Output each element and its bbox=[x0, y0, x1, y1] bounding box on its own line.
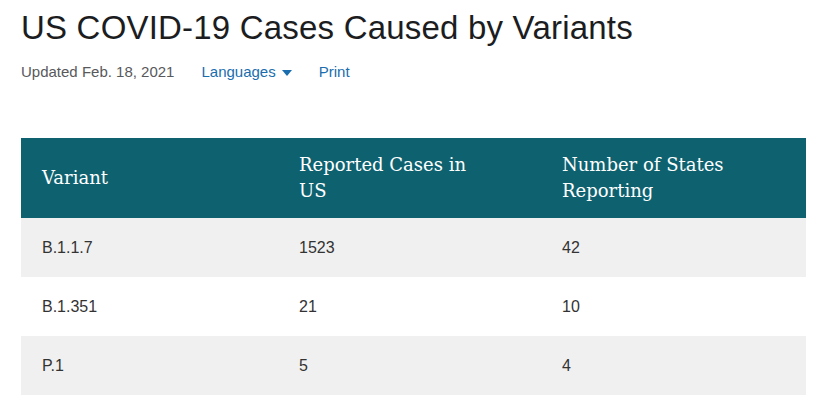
column-header-variant: Variant bbox=[21, 138, 278, 218]
page-meta-row: Updated Feb. 18, 2021 Languages Print bbox=[21, 62, 824, 82]
column-header-variant-label: Variant bbox=[42, 165, 220, 191]
cell-variant: B.1.351 bbox=[21, 277, 278, 336]
table-row: B.1.1.7 1523 42 bbox=[21, 218, 806, 277]
column-header-states-reporting: Number of States Reporting bbox=[541, 138, 806, 218]
variants-table: Variant Reported Cases in US Number of S… bbox=[21, 138, 806, 395]
cell-cases: 5 bbox=[278, 336, 541, 395]
page-title: US COVID-19 Cases Caused by Variants bbox=[21, 8, 824, 48]
updated-date: Updated Feb. 18, 2021 bbox=[21, 62, 174, 82]
cell-states: 42 bbox=[541, 218, 806, 277]
cell-states: 10 bbox=[541, 277, 806, 336]
column-header-states-reporting-label: Number of States Reporting bbox=[562, 152, 740, 204]
table-row: B.1.351 21 10 bbox=[21, 277, 806, 336]
cell-variant: P.1 bbox=[21, 336, 278, 395]
languages-link[interactable]: Languages bbox=[201, 62, 291, 82]
cell-states: 4 bbox=[541, 336, 806, 395]
cell-variant: B.1.1.7 bbox=[21, 218, 278, 277]
variants-table-header: Variant Reported Cases in US Number of S… bbox=[21, 138, 806, 218]
languages-link-label: Languages bbox=[201, 63, 275, 80]
column-header-reported-cases: Reported Cases in US bbox=[278, 138, 541, 218]
print-link[interactable]: Print bbox=[319, 62, 350, 82]
cell-cases: 1523 bbox=[278, 218, 541, 277]
cell-cases: 21 bbox=[278, 277, 541, 336]
column-header-reported-cases-label: Reported Cases in US bbox=[299, 152, 477, 204]
caret-down-icon bbox=[282, 70, 292, 76]
table-row: P.1 5 4 bbox=[21, 336, 806, 395]
